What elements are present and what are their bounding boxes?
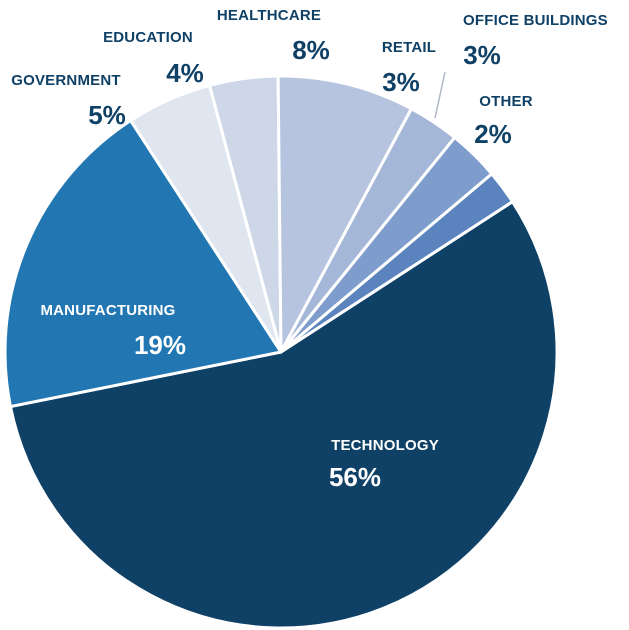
slice-value-other: 2% <box>474 119 512 149</box>
slice-value-education: 4% <box>166 58 204 88</box>
pie-slice-manufacturing <box>3 119 283 409</box>
slice-label-education: EDUCATION <box>103 29 193 46</box>
slice-value-retail: 3% <box>382 67 420 97</box>
slice-value-manufacturing: 19% <box>134 330 186 360</box>
slice-label-technology: TECHNOLOGY <box>331 437 439 454</box>
slice-label-retail: RETAIL <box>382 39 436 56</box>
office-buildings-leader-line <box>434 71 446 119</box>
pie-slice-technology <box>8 200 559 630</box>
pie-slice-healthcare <box>276 74 413 354</box>
slice-value-office-buildings: 3% <box>463 40 501 70</box>
slice-value-healthcare: 8% <box>292 35 330 65</box>
slice-label-office-buildings: OFFICE BUILDINGS <box>463 12 608 29</box>
pie-labels: TECHNOLOGY 56% MANUFACTURING 19% GOVERNM… <box>11 7 608 492</box>
slice-label-healthcare: HEALTHCARE <box>217 7 321 24</box>
pie-slices <box>3 74 559 630</box>
slice-value-technology: 56% <box>329 462 381 492</box>
slice-label-other: OTHER <box>479 93 533 110</box>
pie-slice-other <box>279 172 514 354</box>
slice-label-manufacturing: MANUFACTURING <box>40 302 175 319</box>
slice-label-government: GOVERNMENT <box>11 72 121 89</box>
slice-value-government: 5% <box>88 100 126 130</box>
